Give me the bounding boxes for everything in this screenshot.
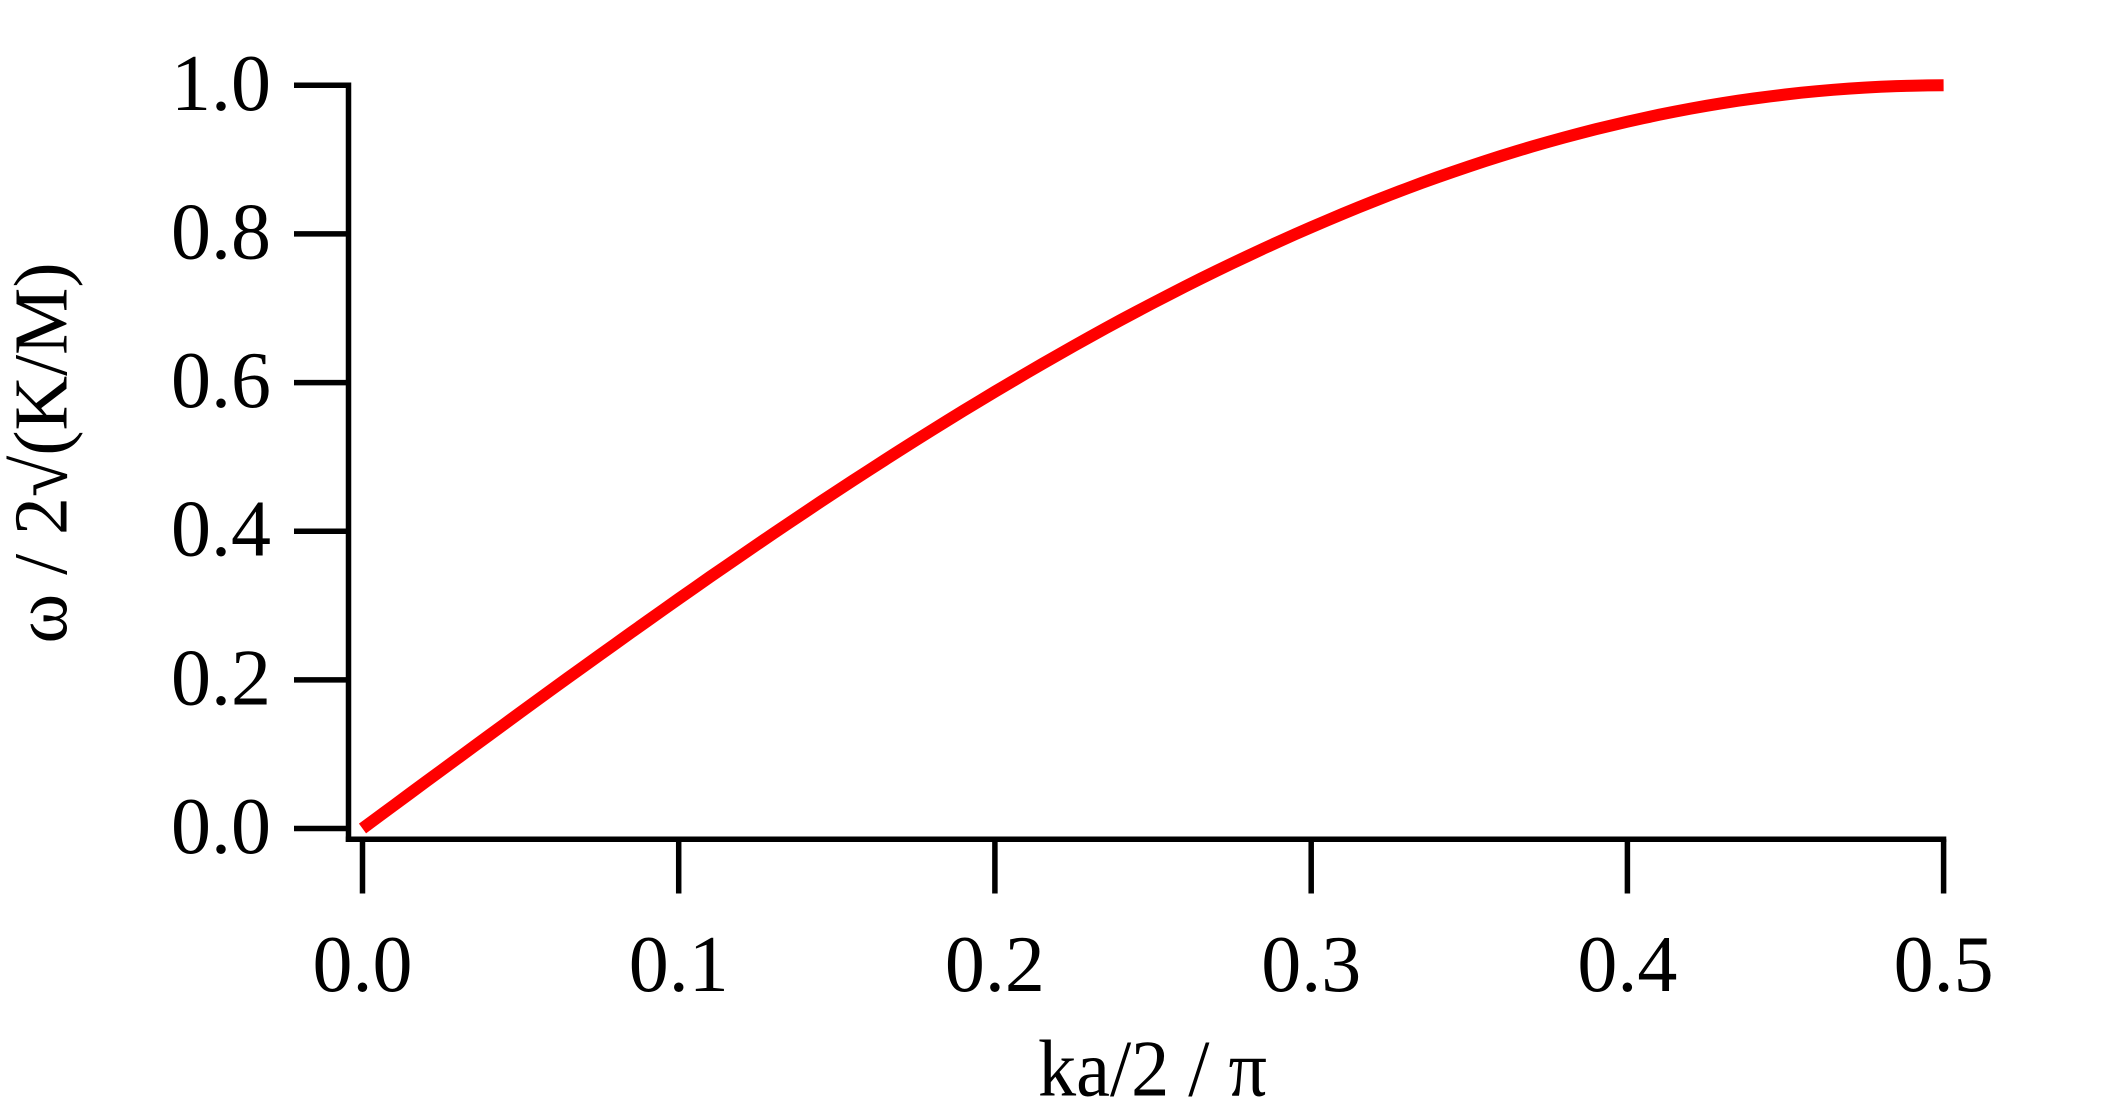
- svg-text:ω / 2√(K/M): ω / 2√(K/M): [0, 263, 84, 644]
- svg-text:0.0: 0.0: [171, 783, 271, 871]
- svg-text:0.8: 0.8: [171, 188, 271, 276]
- svg-text:1.0: 1.0: [171, 40, 271, 128]
- svg-text:0.6: 0.6: [171, 337, 271, 425]
- svg-text:0.4: 0.4: [1577, 921, 1677, 1009]
- svg-text:0.2: 0.2: [171, 634, 271, 722]
- svg-text:0.0: 0.0: [313, 921, 413, 1009]
- svg-text:0.5: 0.5: [1894, 921, 1994, 1009]
- svg-text:ka/2 / π: ka/2 / π: [1038, 1025, 1267, 1109]
- svg-text:0.1: 0.1: [629, 921, 729, 1009]
- svg-text:0.3: 0.3: [1261, 921, 1361, 1009]
- svg-text:0.2: 0.2: [945, 921, 1045, 1009]
- svg-text:0.4: 0.4: [171, 486, 271, 574]
